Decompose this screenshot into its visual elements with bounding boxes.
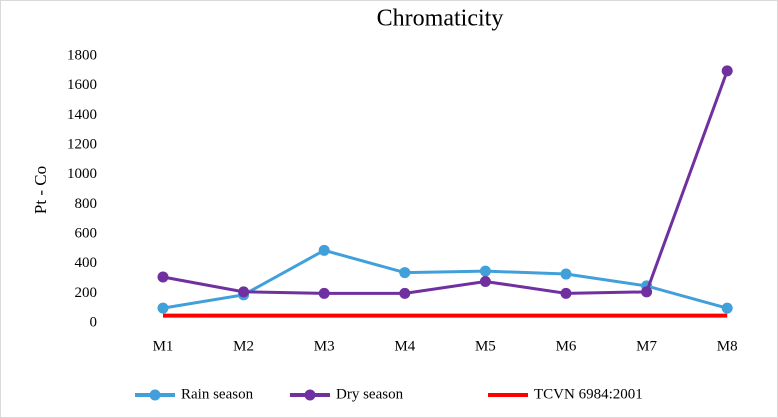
data-point xyxy=(157,302,169,314)
x-tick-label: M1 xyxy=(153,338,174,354)
data-point xyxy=(318,287,330,299)
legend-label: Rain season xyxy=(181,386,254,402)
legend-label: TCVN 6984:2001 xyxy=(534,386,643,402)
y-tick-label: 600 xyxy=(75,225,98,241)
y-tick-label: 1200 xyxy=(67,136,97,152)
y-tick-label: 400 xyxy=(75,255,98,271)
y-tick-label: 1000 xyxy=(67,166,97,182)
x-tick-label: M7 xyxy=(636,338,657,354)
data-point xyxy=(157,271,169,283)
y-tick-label: 200 xyxy=(75,285,98,301)
data-point xyxy=(318,244,330,256)
legend-marker xyxy=(149,389,161,401)
data-point xyxy=(560,268,572,280)
y-tick-label: 1800 xyxy=(67,47,97,63)
y-tick-label: 800 xyxy=(75,196,98,212)
data-point xyxy=(399,267,411,279)
data-point xyxy=(238,286,250,298)
data-point xyxy=(641,286,653,298)
x-tick-label: M2 xyxy=(233,338,254,354)
series-line xyxy=(162,248,728,310)
x-tick-label: M3 xyxy=(314,338,335,354)
data-point xyxy=(479,275,491,287)
legend-marker xyxy=(304,389,316,401)
y-tick-label: 1600 xyxy=(67,77,97,93)
legend-label: Dry season xyxy=(336,386,404,402)
data-point xyxy=(721,65,733,77)
y-axis-label: Pt - Co xyxy=(31,166,50,214)
x-tick-label: M8 xyxy=(717,338,738,354)
x-tick-label: M6 xyxy=(556,338,577,354)
series-line xyxy=(162,70,729,295)
data-point xyxy=(479,265,491,277)
data-point xyxy=(399,287,411,299)
x-tick-label: M5 xyxy=(475,338,496,354)
data-point xyxy=(721,302,733,314)
data-point xyxy=(560,287,572,299)
chart-title: Chromaticity xyxy=(377,6,504,32)
y-tick-label: 1400 xyxy=(67,107,97,123)
y-tick-label: 0 xyxy=(90,314,98,330)
x-tick-label: M4 xyxy=(394,338,415,354)
